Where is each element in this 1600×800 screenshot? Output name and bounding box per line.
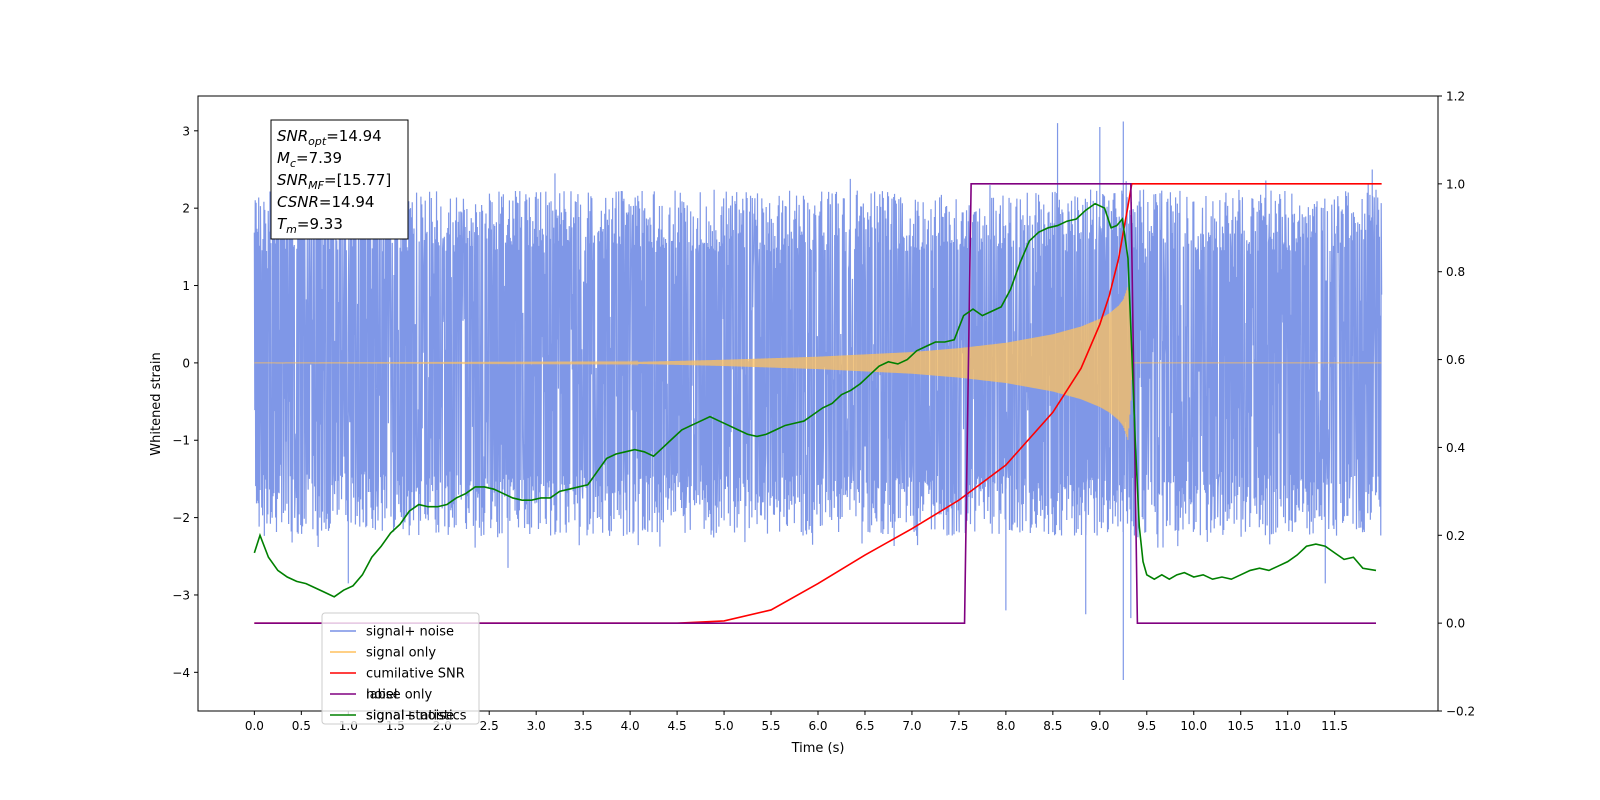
x-tick-label: 8.5 bbox=[1043, 719, 1062, 733]
annotation-line: Tm=9.33 bbox=[277, 215, 343, 236]
series-label bbox=[254, 183, 1376, 624]
y-tick-label: −1 bbox=[172, 434, 190, 448]
x-tick-label: 10.5 bbox=[1227, 719, 1254, 733]
x-tick-label: 5.0 bbox=[715, 719, 734, 733]
series-signal-plus-noise bbox=[253, 121, 1383, 681]
y2-tick-label: 1.0 bbox=[1446, 177, 1465, 191]
y-tick-label: −4 bbox=[172, 666, 190, 680]
y-tick-label: −3 bbox=[172, 588, 190, 602]
series-signal-only bbox=[254, 287, 1382, 440]
annotation-line: CSNR=14.94 bbox=[277, 193, 374, 211]
legend-faded-text: noise only bbox=[366, 688, 433, 703]
y2-tick-label: 0.8 bbox=[1446, 265, 1465, 279]
x-tick-label: 2.5 bbox=[480, 719, 499, 733]
legend-label: signal only bbox=[366, 646, 436, 661]
y-tick-label: −2 bbox=[172, 511, 190, 525]
legend-label: signal statistics bbox=[366, 709, 467, 724]
legend-frame bbox=[321, 612, 480, 725]
x-tick-label: 6.0 bbox=[808, 719, 827, 733]
legend-label: cumilative SNR bbox=[366, 667, 465, 682]
annotation-frame bbox=[270, 119, 409, 240]
series-layer bbox=[253, 121, 1383, 681]
y2-tick-label: 0.4 bbox=[1446, 441, 1465, 455]
y-tick-label: 0 bbox=[182, 356, 190, 370]
x-tick-label: 9.5 bbox=[1137, 719, 1156, 733]
y2-tick-label: 0.2 bbox=[1446, 529, 1465, 543]
series-cumulative-snr bbox=[254, 183, 1382, 624]
x-tick-label: 7.5 bbox=[949, 719, 968, 733]
series-signal-statistics bbox=[253, 202, 1377, 598]
legend-label: signal+ noise bbox=[366, 625, 454, 640]
x-tick-label: 3.0 bbox=[527, 719, 546, 733]
x-tick-label: 8.0 bbox=[996, 719, 1015, 733]
y-axis-label: Whitened strain bbox=[149, 352, 164, 455]
x-tick-label: 3.5 bbox=[574, 719, 593, 733]
x-tick-label: 10.0 bbox=[1180, 719, 1207, 733]
y2-tick-label: −0.2 bbox=[1446, 705, 1475, 719]
x-tick-label: 0.0 bbox=[245, 719, 264, 733]
x-axis-label: Time (s) bbox=[791, 741, 845, 756]
y2-tick-label: 0.0 bbox=[1446, 617, 1465, 631]
x-tick-label: 9.0 bbox=[1090, 719, 1109, 733]
x-tick-label: 5.5 bbox=[761, 719, 780, 733]
annotation-line: Mc=7.39 bbox=[277, 149, 342, 170]
x-tick-label: 11.0 bbox=[1274, 719, 1301, 733]
y2-tick-label: 0.6 bbox=[1446, 353, 1465, 367]
legend-faded-text: signal+ noise bbox=[366, 709, 454, 724]
x-tick-label: 6.5 bbox=[855, 719, 874, 733]
annotation-line: SNRMF=[15.77] bbox=[277, 171, 391, 192]
x-tick-label: 4.5 bbox=[668, 719, 687, 733]
legend-label: label bbox=[366, 688, 397, 703]
x-tick-label: 4.0 bbox=[621, 719, 640, 733]
annotation-box: SNRopt=14.94Mc=7.39SNRMF=[15.77]CSNR=14.… bbox=[270, 119, 409, 240]
y-tick-label: 3 bbox=[182, 124, 190, 138]
x-tick-label: 7.0 bbox=[902, 719, 921, 733]
y-tick-label: 2 bbox=[182, 202, 190, 216]
y2-tick-label: 1.2 bbox=[1446, 90, 1465, 104]
annotation-line: SNRopt=14.94 bbox=[277, 127, 382, 148]
x-tick-label: 11.5 bbox=[1321, 719, 1348, 733]
y-tick-label: 1 bbox=[182, 279, 190, 293]
x-tick-label: 0.5 bbox=[292, 719, 311, 733]
